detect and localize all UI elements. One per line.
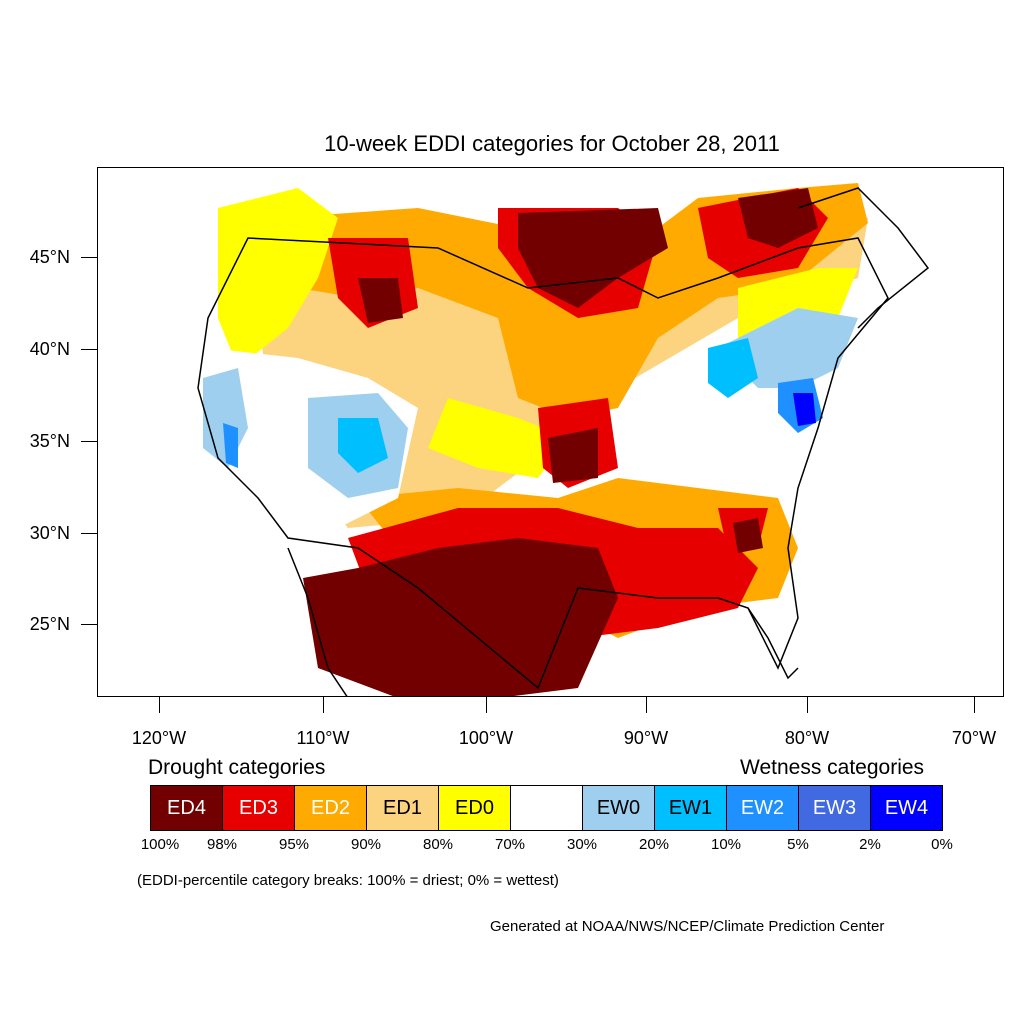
legend-percentile-label: 95% bbox=[278, 836, 310, 853]
legend-box-ed3: ED3 bbox=[222, 785, 295, 831]
lat-label-45: 45°N bbox=[29, 247, 70, 267]
lon-tick-100 bbox=[486, 697, 487, 713]
region-ed4-midwest bbox=[548, 428, 598, 483]
florida-coast bbox=[747, 607, 799, 680]
lat-label-30: 30°N bbox=[29, 523, 70, 543]
region-ew1-southwest bbox=[338, 418, 388, 473]
legend-note: (EDDI-percentile category breaks: 100% =… bbox=[137, 872, 559, 889]
lon-tick-120 bbox=[159, 697, 160, 713]
legend-percentile-label: 98% bbox=[206, 836, 238, 853]
region-ed4-southeast bbox=[733, 518, 763, 553]
lon-label-70: 70°W bbox=[951, 728, 997, 748]
region-ed0-west bbox=[218, 188, 338, 368]
lon-label-110: 110°W bbox=[296, 728, 350, 748]
canada-coast bbox=[797, 187, 930, 329]
us-outline bbox=[197, 237, 889, 690]
legend-box-ed0: ED0 bbox=[438, 785, 511, 831]
map-title: 10-week EDDI categories for October 28, … bbox=[324, 131, 780, 156]
legend-percentile-label: 5% bbox=[787, 836, 809, 853]
legend-box-ed1: ED1 bbox=[366, 785, 439, 831]
region-ed0-middle bbox=[428, 398, 568, 478]
region-ed4-texas bbox=[303, 538, 618, 696]
credit-text: Generated at NOAA/NWS/NCEP/Climate Predi… bbox=[490, 918, 885, 935]
mexico-coast bbox=[287, 547, 348, 696]
legend-percentile-label: 10% bbox=[710, 836, 742, 853]
legend-box-ew3: EW3 bbox=[798, 785, 871, 831]
legend-box-ew1: EW1 bbox=[654, 785, 727, 831]
legend-box-ew0: EW0 bbox=[582, 785, 655, 831]
region-ed4-northeast bbox=[738, 188, 818, 248]
legend-box-neutral bbox=[510, 785, 583, 831]
legend-box-ed4: ED4 bbox=[150, 785, 223, 831]
lat-tick-25 bbox=[81, 624, 97, 625]
legend-percentile-label: 0% bbox=[931, 836, 953, 853]
legend-box-ew4: EW4 bbox=[870, 785, 943, 831]
lat-tick-30 bbox=[81, 533, 97, 534]
legend-percentile-label: 90% bbox=[350, 836, 382, 853]
legend-color-bar: ED4 ED3 ED2 ED1 ED0 EW0 EW1 EW2 EW3 EW4 bbox=[150, 785, 943, 831]
legend-box-ew2: EW2 bbox=[726, 785, 799, 831]
legend-percentile-label: 30% bbox=[566, 836, 598, 853]
lon-tick-80 bbox=[807, 697, 808, 713]
lon-label-120: 120°W bbox=[131, 728, 187, 748]
region-ed4-montana bbox=[358, 278, 403, 323]
wetness-legend-title: Wetness categories bbox=[740, 756, 925, 779]
drought-legend-title: Drought categories bbox=[148, 756, 326, 779]
legend-percentile-label: 2% bbox=[859, 836, 881, 853]
lon-tick-110 bbox=[323, 697, 324, 713]
lat-label-40: 40°N bbox=[29, 339, 70, 359]
region-ed4-north bbox=[518, 208, 668, 308]
lon-label-100: 100°W bbox=[458, 728, 514, 748]
lat-tick-35 bbox=[81, 441, 97, 442]
lon-label-90: 90°W bbox=[623, 728, 669, 748]
lat-label-25: 25°N bbox=[29, 614, 70, 634]
legend-percentile-label: 80% bbox=[422, 836, 454, 853]
legend-box-ed2: ED2 bbox=[294, 785, 367, 831]
region-ew2-california bbox=[223, 423, 238, 468]
lon-tick-90 bbox=[646, 697, 647, 713]
lat-tick-45 bbox=[81, 257, 97, 258]
eddi-map bbox=[97, 167, 1004, 697]
lon-label-80: 80°W bbox=[784, 728, 830, 748]
map-canvas bbox=[197, 183, 930, 696]
lat-label-35: 35°N bbox=[29, 431, 70, 451]
region-ew4-midatlantic bbox=[793, 393, 816, 426]
legend-percentile-label: 70% bbox=[494, 836, 526, 853]
lat-tick-40 bbox=[81, 349, 97, 350]
region-ew0-great-lakes bbox=[708, 338, 758, 398]
legend-percentile-label: 100% bbox=[140, 836, 180, 853]
lon-tick-70 bbox=[974, 697, 975, 713]
legend-percentile-label: 20% bbox=[638, 836, 670, 853]
